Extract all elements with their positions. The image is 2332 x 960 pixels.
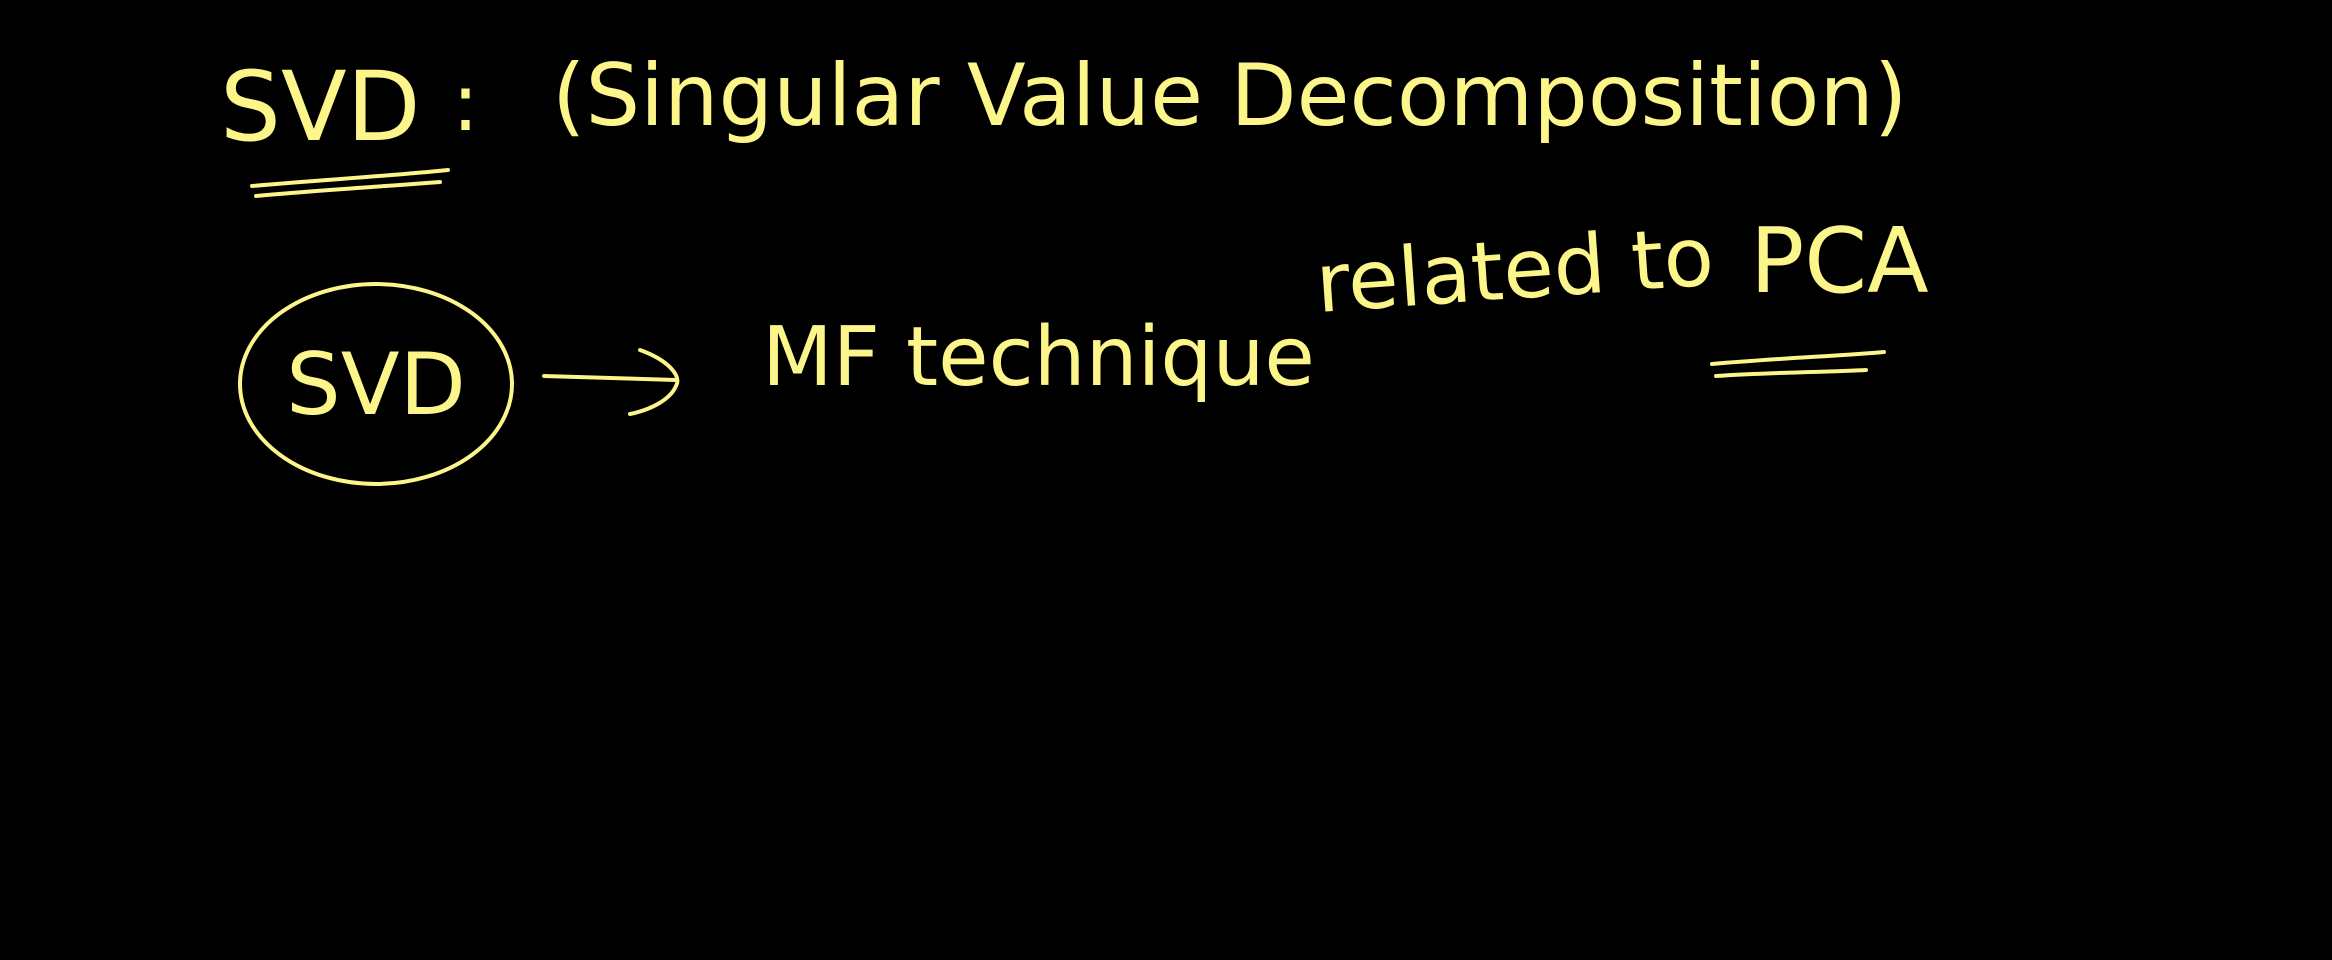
heading-acronym: SVD bbox=[220, 51, 421, 163]
heading-underline-second bbox=[254, 180, 442, 198]
description-text: MF technique bbox=[762, 310, 1315, 405]
relation-target-underline bbox=[1710, 350, 1886, 366]
right-arrow-icon bbox=[542, 348, 680, 416]
relation-note: related to PCA bbox=[1313, 209, 1929, 378]
heading-expansion: (Singular Value Decomposition) bbox=[552, 46, 1907, 146]
circled-term: SVD bbox=[238, 282, 514, 486]
circle-outline bbox=[238, 282, 514, 486]
circled-label: SVD bbox=[286, 335, 466, 435]
heading-colon: : bbox=[452, 56, 479, 149]
heading-underline bbox=[250, 168, 450, 188]
relation-prefix: related to bbox=[1313, 209, 1717, 332]
relation-target: PCA bbox=[1750, 209, 1929, 314]
relation-target-underline-second bbox=[1714, 368, 1868, 378]
heading: SVD : (Singular Value Decomposition) bbox=[220, 46, 1907, 198]
